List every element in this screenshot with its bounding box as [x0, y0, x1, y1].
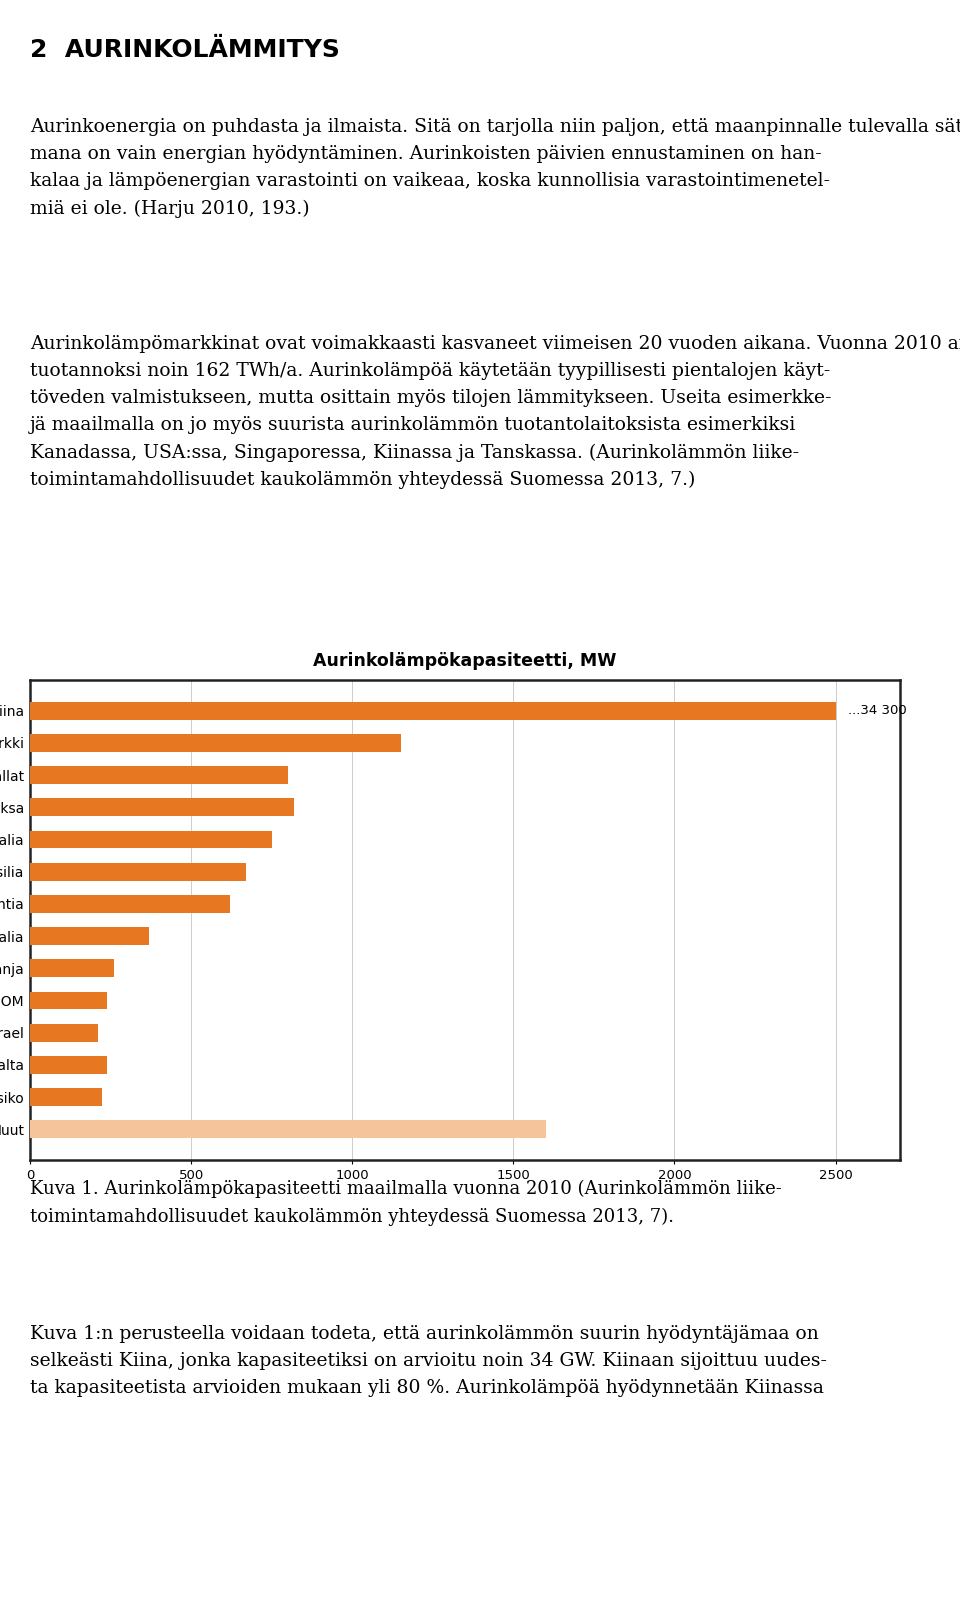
Text: Aurinkolämpömarkkinat ovat voimakkaasti kasvaneet viimeisen 20 vuoden aikana. Vu: Aurinkolämpömarkkinat ovat voimakkaasti … [30, 335, 960, 489]
Bar [30, 927, 149, 945]
Title: Aurinkolämpökapasiteetti, MW: Aurinkolämpökapasiteetti, MW [313, 653, 616, 670]
Bar [30, 959, 114, 977]
Bar [30, 895, 229, 913]
Bar [30, 1121, 545, 1139]
Text: ...34 300: ...34 300 [849, 704, 907, 717]
Text: Kuva 1. Aurinkolämpökapasiteetti maailmalla vuonna 2010 (Aurinkolämmön liike-
to: Kuva 1. Aurinkolämpökapasiteetti maailma… [30, 1181, 781, 1225]
Bar [30, 863, 246, 881]
Bar [30, 767, 288, 784]
Bar [30, 1088, 103, 1107]
Bar [30, 799, 294, 816]
Bar [30, 991, 108, 1009]
Bar [30, 1055, 108, 1073]
Text: Kuva 1:n perusteella voidaan todeta, että aurinkolämmön suurin hyödyntäjämaa on
: Kuva 1:n perusteella voidaan todeta, ett… [30, 1325, 827, 1397]
Bar [30, 703, 835, 720]
Text: 2  AURINKOLÄMMITYS: 2 AURINKOLÄMMITYS [30, 38, 340, 63]
Bar [30, 831, 272, 849]
Bar [30, 1023, 98, 1041]
Text: Aurinkoenergia on puhdasta ja ilmaista. Sitä on tarjolla niin paljon, että maanp: Aurinkoenergia on puhdasta ja ilmaista. … [30, 119, 960, 218]
Bar [30, 735, 400, 752]
